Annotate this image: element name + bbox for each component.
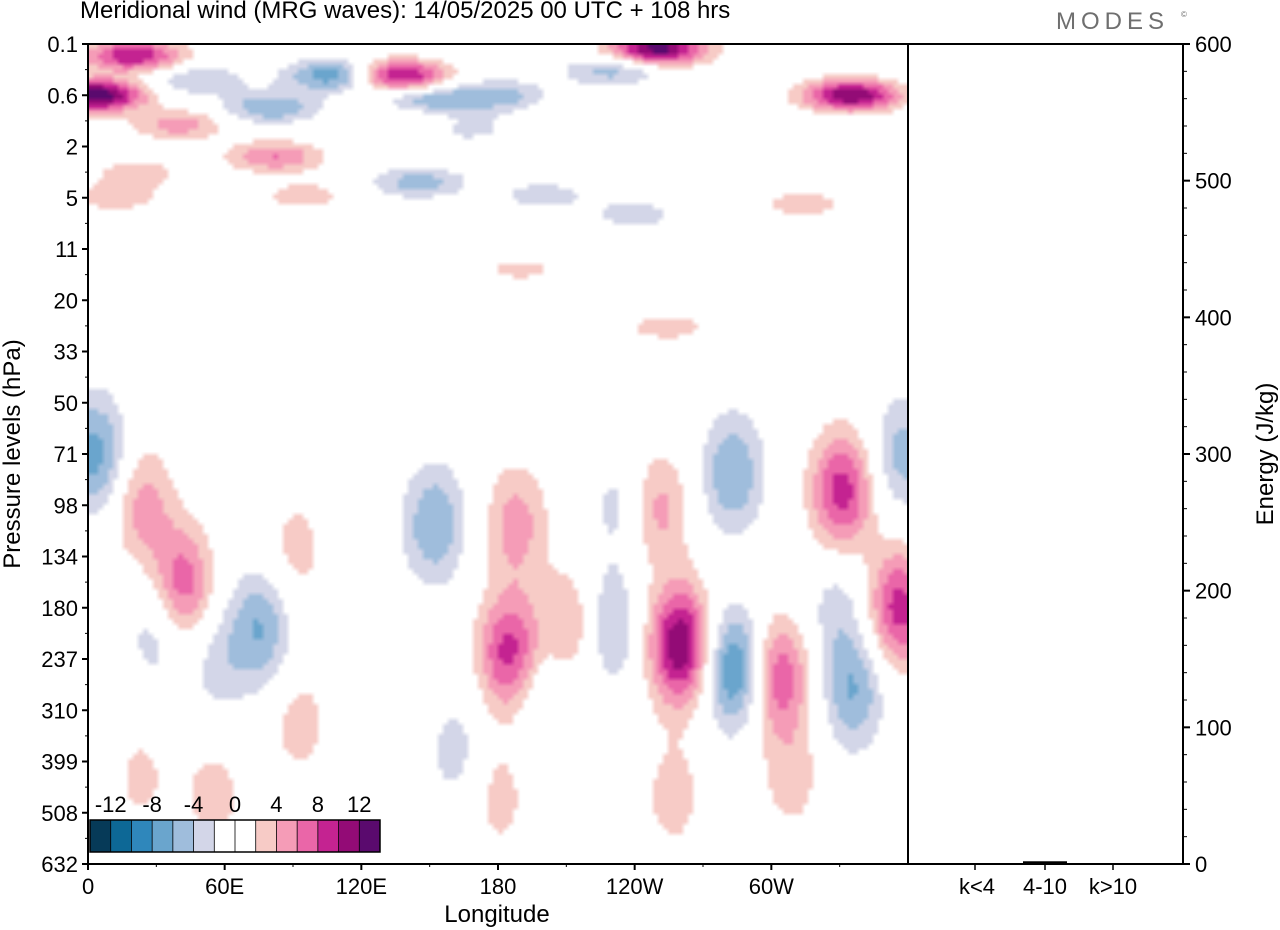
energy-tick-label: 100 [1195,715,1232,740]
colorbar-tick-label: 8 [312,792,324,817]
y-tick-label: 0.6 [47,83,78,108]
y-tick-label: 50 [54,391,78,416]
y-axis-label: Pressure levels (hPa) [0,339,26,568]
colorbar-tick-label: -4 [184,792,204,817]
y-tick-label: 134 [41,545,78,570]
energy-tick-label: 200 [1195,579,1232,604]
colorbar-swatch [152,820,174,852]
energy-tick-label: 400 [1195,305,1232,330]
y-tick-label: 0.1 [47,32,78,57]
y-tick-label: 71 [54,442,78,467]
y-tick-label: 2 [66,135,78,160]
x-tick-label: 60W [749,874,794,899]
energy-bar [1023,861,1067,864]
y-tick-label: 180 [41,596,78,621]
chart-title: Meridional wind (MRG waves): 14/05/2025 … [80,0,731,24]
colorbar-swatch [131,820,153,852]
contour-field [88,44,908,864]
colorbar-swatch [214,820,236,852]
colorbar-swatch [110,820,132,852]
colorbar: -12 -8 -4 0 4 8 12 [89,792,381,853]
x-tick-label: 0 [82,874,94,899]
x-axis-label: Longitude [444,901,549,928]
colorbar-tick-label: -8 [142,792,162,817]
colorbar-tick-label: -12 [95,792,127,817]
y-tick-label: 20 [54,288,78,313]
energy-tick-label: 0 [1195,852,1207,877]
x-tick-label: 180 [480,874,517,899]
energy-tick-label: 500 [1195,169,1232,194]
axes: 0.1 0.6 2 5 11 20 33 50 71 98 134 180 237 310 399 508 63… [0,32,1279,928]
colorbar-swatch [235,820,257,852]
y-tick-label: 5 [66,186,78,211]
y-tick-label: 399 [41,750,78,775]
modes-logo: MODES [1056,8,1170,35]
x-tick-label: 120E [336,874,387,899]
bar-category-label: 4-10 [1023,874,1067,899]
energy-tick-label: 600 [1195,32,1232,57]
y-tick-label: 310 [41,698,78,723]
colorbar-swatch [172,820,195,852]
y-tick-label: 632 [41,852,78,877]
y-tick-label: 508 [41,801,78,826]
colorbar-swatch [90,820,112,852]
bar-category-label: k<4 [959,874,995,899]
copyright-mark: © [1181,10,1187,19]
energy-axis-label: Energy (J/kg) [1252,383,1279,526]
colorbar-tick-label: 0 [229,792,241,817]
wind-contour-image [88,44,908,864]
y-tick-label: 237 [41,647,78,672]
colorbar-swatch [317,820,340,852]
colorbar-swatch [276,820,298,852]
energy-tick-label: 300 [1195,442,1232,467]
x-tick-label: 120W [606,874,664,899]
bar-category-label: k>10 [1089,874,1137,899]
y-tick-label: 98 [54,493,78,518]
colorbar-swatch [255,820,277,852]
y-tick-label: 33 [54,340,78,365]
colorbar-swatch [338,820,360,852]
x-tick-label: 60E [205,874,244,899]
y-tick-label: 11 [55,237,78,262]
colorbar-tick-label: 12 [347,792,371,817]
colorbar-swatch [297,820,319,852]
colorbar-swatch [359,820,381,852]
colorbar-tick-label: 4 [270,792,282,817]
colorbar-swatch [193,820,215,852]
